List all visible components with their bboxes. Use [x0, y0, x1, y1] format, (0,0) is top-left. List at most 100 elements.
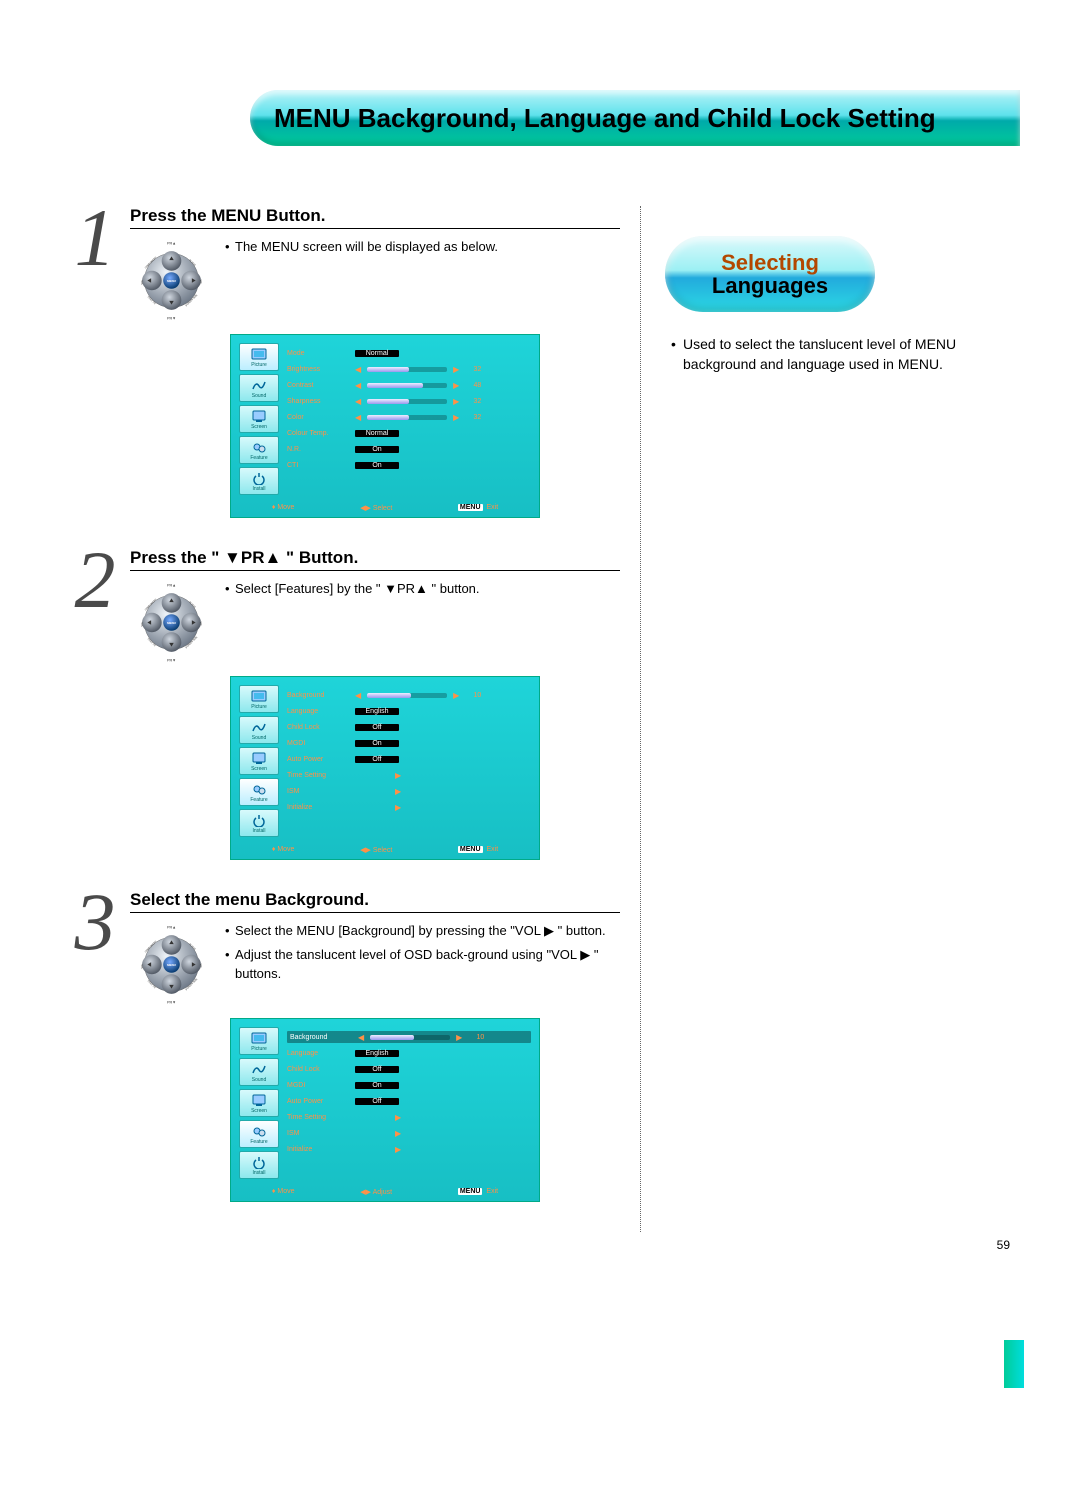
svg-text:PR▼: PR▼	[167, 659, 176, 663]
osd-row: ISM▶	[287, 785, 531, 797]
sidebar-column: Selecting Languages Used to select the t…	[640, 206, 960, 1232]
step-1: 1 Press the MENU Button. PR▲ MENU PR▼ CO…	[60, 206, 620, 518]
osd-footer: ♦ Move ◀▶ Adjust MENU Exit	[239, 1185, 531, 1199]
osd-label: Brightness	[287, 366, 349, 373]
osd-tab-picture: Picture	[239, 343, 279, 371]
step-text: Select [Features] by the " ▼PR▲ " button…	[225, 579, 480, 603]
section-line1: Selecting	[721, 251, 819, 274]
osd-slider	[367, 693, 447, 698]
osd-row: Contrast◀▶48	[287, 379, 531, 391]
osd-tab-screen: Screen	[239, 405, 279, 433]
svg-text:VOL: VOL	[141, 963, 144, 968]
osd-label: Sharpness	[287, 398, 349, 405]
osd-slider	[367, 399, 447, 404]
remote-joypad: PR▲ MENU PR▼ COMPONENT PC/DVI PREV PR SC…	[130, 581, 213, 664]
osd-row: Child Lock Off	[287, 721, 531, 733]
osd-row: Language English	[287, 1047, 531, 1059]
osd-screenshot: PictureSoundScreenFeatureInstall Mode Nor…	[230, 334, 540, 518]
svg-text:PR▼: PR▼	[167, 317, 176, 321]
step-bullet: Adjust the tanslucent level of OSD back-…	[225, 945, 620, 984]
osd-row: Auto Power Off	[287, 753, 531, 765]
osd-value: On	[355, 740, 399, 747]
osd-slider	[367, 383, 447, 388]
osd-row: Auto Power Off	[287, 1095, 531, 1107]
osd-label: Background	[287, 692, 349, 699]
osd-label: Language	[287, 708, 349, 715]
svg-text:PR▲: PR▲	[167, 925, 176, 929]
step-text: Select the MENU [Background] by pressing…	[225, 921, 620, 988]
osd-value: Normal	[355, 350, 399, 357]
osd-sidebar: PictureSoundScreenFeatureInstall	[239, 685, 279, 837]
osd-menu: ModeNormalBrightness◀▶32Contrast◀▶48Shar…	[287, 343, 531, 495]
osd-tab-sound: Sound	[239, 1058, 279, 1086]
osd-row: Initialize▶	[287, 801, 531, 813]
step-3: 3 Select the menu Background. PR▲ MENU P…	[60, 890, 620, 1202]
osd-tab-picture: Picture	[239, 1027, 279, 1055]
osd-row: Time Setting▶	[287, 1111, 531, 1123]
osd-value: Off	[355, 756, 399, 763]
osd-label: Auto Power	[287, 756, 349, 763]
osd-row: Time Setting▶	[287, 769, 531, 781]
osd-footer: ♦ Move ◀▶ Select MENU Exit	[239, 843, 531, 857]
step-number: 1	[60, 201, 130, 275]
step-bullet: Select [Features] by the " ▼PR▲ " button…	[225, 579, 480, 599]
osd-label: Mode	[287, 350, 349, 357]
osd-value: Off	[355, 1098, 399, 1105]
osd-row: Colour Temp. Normal	[287, 427, 531, 439]
edge-tab	[1004, 1340, 1024, 1388]
osd-label: Auto Power	[287, 1098, 349, 1105]
osd-label: CTI	[287, 462, 349, 469]
osd-tab-install: Install	[239, 1151, 279, 1179]
svg-text:VOL: VOL	[141, 621, 144, 626]
osd-value: English	[355, 1050, 399, 1057]
svg-text:MENU: MENU	[167, 963, 176, 967]
page-title: MENU Background, Language and Child Lock…	[274, 103, 936, 134]
osd-value: Normal	[355, 430, 399, 437]
osd-tab-install: Install	[239, 467, 279, 495]
osd-menu: Background◀▶10LanguageEnglishChild LockO…	[287, 1027, 531, 1179]
osd-label: MGDI	[287, 740, 349, 747]
svg-text:PR▲: PR▲	[167, 241, 176, 245]
osd-value: Off	[355, 1066, 399, 1073]
osd-value: On	[355, 1082, 399, 1089]
osd-row: MGDI On	[287, 737, 531, 749]
osd-label: N.R.	[287, 446, 349, 453]
osd-screenshot: PictureSoundScreenFeatureInstall Backgro…	[230, 676, 540, 860]
osd-row: Background◀▶10	[287, 689, 531, 701]
osd-menu: Background◀▶10 Language English Child Lock O…	[287, 685, 531, 837]
svg-text:VOL: VOL	[199, 964, 202, 969]
osd-label: Contrast	[287, 382, 349, 389]
osd-label: Language	[287, 1050, 349, 1057]
osd-label: Initialize	[287, 804, 349, 811]
osd-label: Colour Temp.	[287, 430, 349, 437]
remote-joypad: PR▲ MENU PR▼ COMPONENT PC/DVI PREV PR SC…	[130, 239, 213, 322]
osd-row: Mode Normal	[287, 347, 531, 359]
osd-row: ISM▶	[287, 1127, 531, 1139]
osd-row: Sharpness◀▶32	[287, 395, 531, 407]
osd-row: N.R. On	[287, 443, 531, 455]
remote-joypad: PR▲ MENU PR▼ COMPONENT PC/DVI PREV PR SC…	[130, 923, 213, 1006]
osd-slider	[370, 1035, 450, 1040]
osd-label: Time Setting	[287, 1114, 349, 1121]
step-number: 2	[60, 543, 130, 617]
step-text: The MENU screen will be displayed as bel…	[225, 237, 498, 261]
osd-sidebar: PictureSoundScreenFeatureInstall	[239, 343, 279, 495]
step-title: Press the MENU Button.	[130, 206, 620, 229]
step-number: 3	[60, 885, 130, 959]
osd-tab-picture: Picture	[239, 685, 279, 713]
osd-tab-screen: Screen	[239, 1089, 279, 1117]
osd-label: Child Lock	[287, 724, 349, 731]
osd-row: Initialize▶	[287, 1143, 531, 1155]
page-number: 59	[997, 1238, 1010, 1252]
osd-footer: ♦ Move ◀▶ Select MENU Exit	[239, 501, 531, 515]
osd-row: Child LockOff	[287, 1063, 531, 1075]
osd-value: English	[355, 708, 399, 715]
osd-label: ISM	[287, 788, 349, 795]
step-title: Press the " ▼PR▲ " Button.	[130, 548, 620, 571]
osd-value: Off	[355, 724, 399, 731]
osd-value: On	[355, 446, 399, 453]
svg-text:VOL: VOL	[199, 622, 202, 627]
osd-row: CTIOn	[287, 459, 531, 471]
osd-tab-sound: Sound	[239, 716, 279, 744]
svg-text:PR▲: PR▲	[167, 583, 176, 587]
